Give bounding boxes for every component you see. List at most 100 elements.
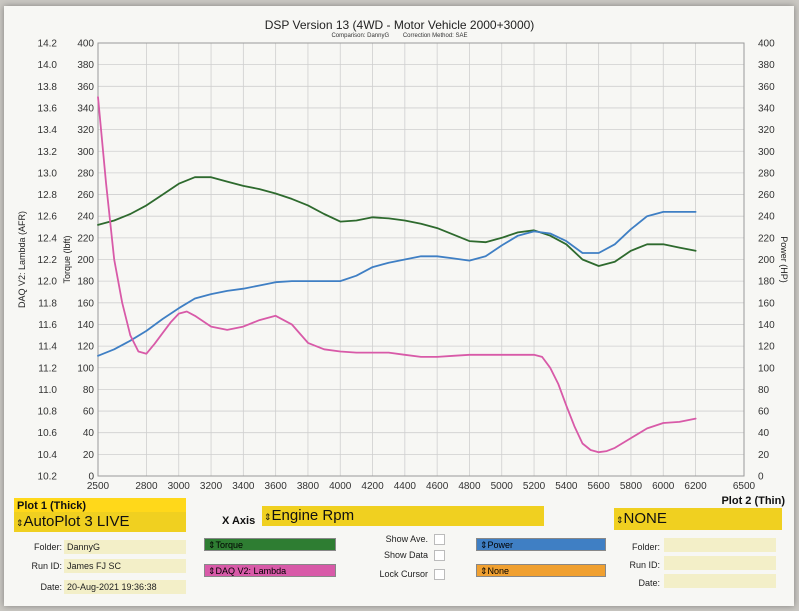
torque-tick-label: 0 (88, 472, 94, 483)
lambda-tick-label: 11.8 (38, 298, 57, 309)
power-tick-label: 140 (758, 320, 775, 331)
plot1-runid-label: Run ID: (31, 561, 62, 571)
torque-tick-label: 180 (77, 277, 94, 288)
power-tick-label: 40 (758, 428, 770, 439)
power-tick-label: 100 (758, 363, 775, 374)
x-tick-label: 6000 (652, 481, 675, 492)
plot1-channel1-selector[interactable]: ⇕Torque (204, 538, 336, 551)
plot2-date-value (664, 574, 776, 588)
power-tick-label: 260 (758, 190, 775, 201)
torque-axis-title: Torque (lbft) (62, 235, 72, 283)
plot1-folder-label: Folder: (33, 542, 62, 552)
correction-label: Correction Method: SAE (402, 33, 468, 39)
power-tick-label: 200 (758, 255, 775, 266)
plot2-runid-label: Run ID: (629, 560, 660, 570)
x-tick-label: 4600 (426, 481, 449, 492)
lambda-tick-label: 11.4 (38, 342, 57, 353)
show-data-checkbox[interactable] (434, 550, 445, 561)
lambda-tick-label: 12.4 (38, 233, 58, 244)
show-ave-label: Show Ave. (385, 534, 428, 544)
lambda-tick-label: 11.0 (38, 385, 57, 396)
power-tick-label: 380 (758, 60, 775, 71)
x-tick-label: 3200 (200, 481, 223, 492)
torque-tick-label: 160 (77, 298, 94, 309)
torque-tick-label: 380 (77, 60, 94, 71)
power-tick-label: 220 (758, 233, 775, 244)
torque-tick-label: 240 (77, 212, 94, 223)
power-tick-label: 400 (758, 39, 775, 50)
spinner-icon: ⇕ (208, 540, 216, 550)
x-tick-label: 2800 (135, 481, 158, 492)
lambda-tick-label: 13.0 (38, 168, 58, 179)
lambda-tick-label: 12.0 (38, 277, 58, 288)
power-tick-label: 360 (758, 82, 775, 93)
plot1-channel1-label: Torque (215, 540, 244, 550)
plot2-channel2-selector[interactable]: ⇕None (476, 564, 606, 577)
x-tick-label: 5000 (491, 481, 514, 492)
plot1-channel2-selector[interactable]: ⇕DAQ V2: Lambda (204, 564, 336, 577)
xaxis-value: Engine Rpm (271, 507, 355, 524)
spinner-icon: ⇕ (480, 566, 488, 576)
torque-tick-label: 320 (77, 125, 94, 136)
lambda-tick-label: 10.6 (38, 428, 58, 439)
plot2-runid-value (664, 556, 776, 570)
x-tick-label: 4400 (394, 481, 417, 492)
plot1-date-value: 20-Aug-2021 19:36:38 (64, 580, 186, 594)
chart-title: DSP Version 13 (4WD - Motor Vehicle 2000… (264, 18, 535, 32)
x-tick-label: 6200 (684, 481, 707, 492)
chart-series (97, 96, 697, 454)
x-tick-label: 3800 (297, 481, 320, 492)
power-tick-label: 0 (758, 472, 764, 483)
torque-tick-label: 20 (83, 450, 95, 461)
plot2-folder-value (664, 538, 776, 552)
power-axis-title: Power (HP) (779, 236, 789, 283)
lambda-tick-label: 10.4 (38, 450, 58, 461)
lock-cursor-checkbox[interactable] (434, 569, 445, 580)
plot1-runid-value: James FJ SC (64, 559, 186, 573)
x-tick-label: 4000 (329, 481, 352, 492)
plot1-selector[interactable]: ⇕AutoPlot 3 LIVE (14, 512, 186, 532)
x-tick-label: 3600 (265, 481, 288, 492)
comparison-label: Comparison: DannyG (331, 33, 390, 39)
lambda-tick-label: 12.6 (38, 212, 58, 223)
spinner-icon: ⇕ (16, 518, 24, 528)
xaxis-label: X Axis (222, 515, 256, 527)
lock-cursor-label: Lock Cursor (379, 569, 428, 579)
torque-tick-label: 120 (77, 342, 94, 353)
torque-tick-label: 80 (83, 385, 95, 396)
chart-axes: 2500 2800 3000 3200 3400 3600 3800 4000 4200 4400… (17, 39, 789, 493)
plot1-date-label: Date: (40, 582, 62, 592)
show-ave-checkbox[interactable] (434, 534, 445, 545)
plot1-channel2-label: DAQ V2: Lambda (215, 566, 287, 576)
x-tick-label: 5400 (555, 481, 578, 492)
lambda-tick-label: 14.2 (38, 39, 58, 50)
spinner-icon: ⇕ (616, 515, 624, 525)
xaxis-selector[interactable]: ⇕Engine Rpm (262, 506, 544, 526)
lambda-tick-label: 13.4 (38, 125, 58, 136)
power-tick-label: 300 (758, 147, 775, 158)
x-tick-label: 4200 (361, 481, 384, 492)
spinner-icon: ⇕ (264, 512, 272, 522)
lambda-tick-label: 10.2 (38, 472, 58, 483)
show-data-label: Show Data (383, 550, 428, 560)
lambda-tick-label: 13.6 (38, 103, 58, 114)
x-tick-label: 3000 (168, 481, 191, 492)
torque-tick-label: 100 (77, 363, 94, 374)
power-tick-label: 320 (758, 125, 775, 136)
torque-tick-label: 400 (77, 39, 94, 50)
plot2-channel1-selector[interactable]: ⇕Power (476, 538, 606, 551)
torque-tick-label: 360 (77, 82, 94, 93)
power-tick-label: 120 (758, 342, 775, 353)
torque-tick-label: 340 (77, 103, 94, 114)
power-tick-label: 60 (758, 407, 770, 418)
power-tick-label: 240 (758, 212, 775, 223)
plot1-selection: AutoPlot 3 LIVE (23, 513, 130, 530)
lambda-axis-title: DAQ V2: Lambda (AFR) (17, 211, 27, 308)
daq-v2-lambda-line (97, 96, 697, 454)
spinner-icon: ⇕ (480, 540, 488, 550)
x-tick-label: 3400 (232, 481, 255, 492)
chart-subtitle: Comparison: DannyG Correction Method: SA… (0, 33, 799, 39)
plot2-selector[interactable]: ⇕NONE (614, 508, 782, 530)
